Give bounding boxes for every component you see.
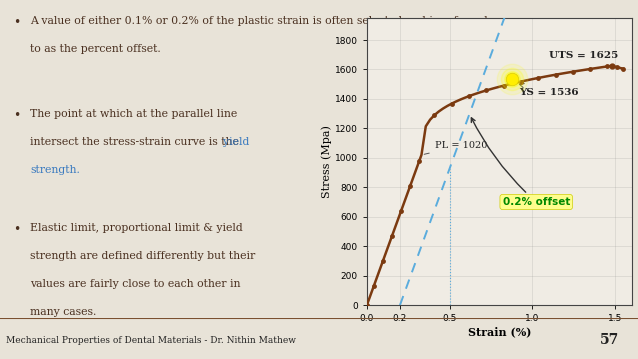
Text: UTS = 1625: UTS = 1625 [549, 51, 618, 60]
Text: to as the percent offset.: to as the percent offset. [30, 44, 161, 54]
X-axis label: Strain (%): Strain (%) [468, 326, 531, 337]
Text: Mechanical Properties of Dental Materials - Dr. Nithin Mathew: Mechanical Properties of Dental Material… [6, 336, 297, 345]
Text: yield: yield [223, 137, 249, 147]
Text: The point at which at the parallel line: The point at which at the parallel line [30, 109, 237, 119]
Text: A value of either 0.1% or 0.2% of the plastic strain is often selected and is re: A value of either 0.1% or 0.2% of the pl… [30, 17, 488, 27]
Text: •: • [13, 109, 20, 122]
Text: •: • [13, 17, 20, 29]
Text: values are fairly close to each other in: values are fairly close to each other in [30, 279, 241, 289]
Y-axis label: Stress (Mpa): Stress (Mpa) [322, 125, 332, 198]
Text: •: • [13, 223, 20, 236]
Text: 0.2% offset: 0.2% offset [471, 118, 570, 207]
Text: many cases.: many cases. [30, 307, 96, 317]
Text: 57: 57 [600, 334, 619, 348]
Text: strength.: strength. [30, 165, 80, 174]
Text: YS = 1536: YS = 1536 [519, 84, 579, 97]
Text: strength are defined differently but their: strength are defined differently but the… [30, 251, 256, 261]
Text: intersect the stress-strain curve is the: intersect the stress-strain curve is the [30, 137, 242, 147]
Text: PL = 1020: PL = 1020 [424, 141, 487, 154]
Text: Elastic limit, proportional limit & yield: Elastic limit, proportional limit & yiel… [30, 223, 243, 233]
